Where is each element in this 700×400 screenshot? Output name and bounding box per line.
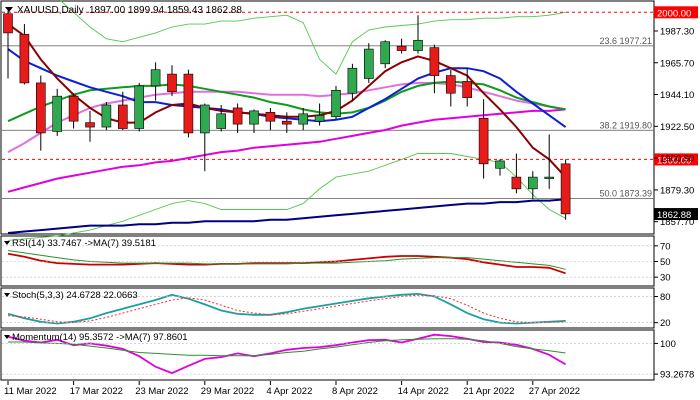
price-axis-label: 1965.70 — [660, 58, 694, 69]
rsi-series-line — [7, 250, 566, 270]
momentum-panel-frame — [0, 329, 655, 381]
candle-bear — [462, 81, 473, 98]
momentum-axis-label: 93.2678 — [660, 370, 694, 381]
candle-bull — [380, 41, 391, 65]
ma-navy-line — [7, 198, 566, 234]
price-panel-frame — [0, 0, 655, 235]
round-level-tag — [654, 6, 698, 19]
price-axis-label: 1987.30 — [660, 26, 694, 37]
date-axis-label: 27 Apr 2022 — [529, 386, 580, 397]
candle-bear — [232, 107, 243, 125]
candle-bull — [495, 160, 505, 169]
candle-bull — [52, 95, 63, 132]
candle-bear — [429, 47, 440, 76]
symbol-title: XAUUSD,Daily — [17, 5, 84, 16]
momentum-collapse-icon[interactable] — [4, 335, 10, 339]
stoch-series-line — [7, 294, 566, 324]
stoch-panel-frame — [0, 287, 655, 329]
current-price-label: 1862.88 — [657, 210, 691, 221]
candle-bear — [35, 82, 46, 134]
rsi-collapse-icon[interactable] — [4, 241, 10, 245]
date-axis-label: 4 Apr 2022 — [266, 386, 312, 397]
candle-bull — [544, 176, 555, 179]
candle-bull — [101, 104, 112, 128]
date-axis-label: 21 Apr 2022 — [463, 386, 514, 397]
current-price-tag — [654, 208, 698, 221]
candle-bear — [281, 120, 292, 125]
round-level-label: 1900.00 — [657, 155, 691, 166]
candle-bull — [150, 69, 161, 87]
stoch-axis-label: 20 — [660, 318, 671, 329]
band-lower-line — [7, 153, 566, 241]
date-axis-label: 23 Mar 2022 — [135, 386, 188, 397]
candle-bull — [249, 110, 259, 125]
candle-bear — [85, 122, 95, 128]
candle-bull — [200, 104, 210, 134]
rsi-axis-label: 70 — [660, 241, 671, 252]
candle-bear — [167, 73, 177, 93]
ma-pink-line — [7, 81, 566, 153]
rsi-title: RSI(14) 33.7467 ->MA(7) 39.5181 — [12, 238, 156, 249]
candle-bear — [560, 163, 571, 215]
candle-bear — [265, 112, 276, 122]
date-axis-label: 14 Apr 2022 — [398, 386, 449, 397]
band-upper-line — [59, 0, 566, 75]
ma-magenta-line — [7, 108, 566, 193]
momentum-series-line — [8, 338, 566, 357]
candle-bull — [347, 67, 358, 94]
candle-bear — [183, 73, 194, 134]
candle-bull — [298, 113, 309, 125]
candle-bear — [445, 75, 456, 94]
candle-bear — [511, 176, 522, 190]
round-level-tag — [654, 153, 698, 166]
candle-bull — [363, 48, 374, 79]
fib-level-label: 23.6 1977.21 — [599, 36, 652, 46]
candle-bear — [68, 95, 79, 122]
candle-bear — [118, 104, 128, 129]
round-level-label: 2000.00 — [657, 8, 691, 19]
rsi-axis-label: 50 — [660, 257, 671, 268]
stoch-title: Stoch(5,3,3) 24.6728 22.0663 — [12, 290, 138, 301]
ohlc-readout: 1897.00 1899.94 1859.43 1862.88 — [89, 5, 242, 16]
price-axis-label: 1922.50 — [660, 122, 694, 133]
candle-bull — [527, 176, 538, 190]
momentum-axis-label: 100 — [660, 339, 676, 350]
fib-level-label: 50.0 1873.39 — [599, 189, 652, 199]
date-axis-label: 17 Mar 2022 — [70, 386, 123, 397]
candle-bull — [216, 113, 226, 129]
price-axis-label: 1879.30 — [660, 185, 694, 196]
axes: 1857.70 1879.30 1900.90 1922.50 1944.10 1965.… — [4, 26, 694, 397]
rsi-series-line — [7, 252, 566, 275]
momentum-title: Momentum(14) 95.3572 ->MA(7) 97.8601 — [12, 332, 188, 343]
stoch-axis-label: 80 — [660, 292, 671, 303]
date-axis-label: 8 Apr 2022 — [332, 386, 378, 397]
candle-bear — [19, 34, 30, 84]
candle-bear — [478, 117, 489, 165]
price-axis-label: 1944.10 — [660, 90, 694, 101]
price-levels: 2000.00 23.6 1977.21 38.2 1919.80 1900.00 50… — [2, 6, 698, 221]
candle-bull — [413, 39, 423, 51]
date-axis-label: 11 Mar 2022 — [4, 386, 57, 397]
stoch-series-line — [7, 292, 566, 325]
date-axis-label: 29 Mar 2022 — [201, 386, 254, 397]
sub-indicators — [2, 245, 654, 375]
collapse-triangle-icon[interactable] — [5, 7, 13, 12]
candles — [3, 10, 571, 220]
symbol-header: XAUUSD,Daily 1897.00 1899.94 1859.43 186… — [5, 5, 242, 16]
candle-bear — [396, 45, 407, 51]
fib-level-label: 38.2 1919.80 — [599, 120, 652, 130]
candle-bull — [314, 114, 325, 122]
candle-bull — [331, 89, 341, 118]
candle-bear — [3, 13, 13, 34]
price-axis-label: 1857.70 — [660, 217, 694, 228]
price-axis-label: 1900.90 — [660, 154, 694, 165]
stoch-collapse-icon[interactable] — [4, 293, 10, 297]
rsi-axis-label: 30 — [660, 273, 671, 284]
candle-bull — [134, 85, 144, 129]
